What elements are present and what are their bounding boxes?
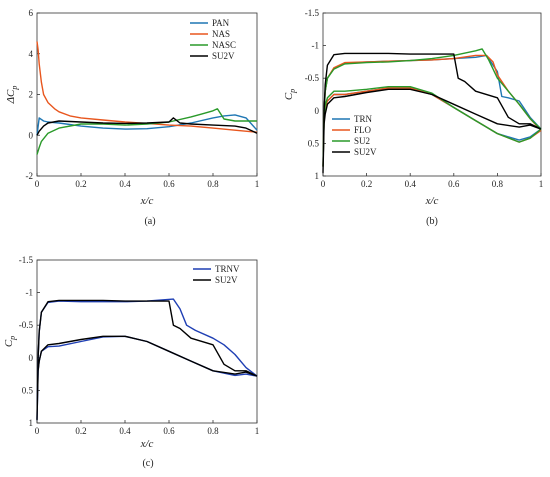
x-tick-label: 0.4 <box>119 426 131 436</box>
legend-label: SU2V <box>215 275 238 285</box>
x-tick-label: 0.4 <box>119 179 131 189</box>
x-tick-label: 0.2 <box>75 179 86 189</box>
series-line-su2v <box>36 117 258 136</box>
x-tick-label: 1 <box>539 179 544 189</box>
y-tick-label: -1 <box>312 41 320 51</box>
y-tick-label: 0 <box>29 353 34 363</box>
panel-caption: (c) <box>142 458 153 469</box>
x-tick-label: 0.6 <box>448 179 460 189</box>
y-axis-label: Cp <box>283 89 297 100</box>
y-tick-label: -1.5 <box>19 255 34 265</box>
x-axis-label: x/c <box>140 438 154 450</box>
series-line-nas <box>36 41 258 133</box>
legend-label: PAN <box>212 18 230 28</box>
x-tick-label: 0.8 <box>492 179 504 189</box>
x-tick-label: 0 <box>35 179 40 189</box>
x-tick-label: 0.2 <box>361 179 372 189</box>
legend-box <box>191 263 251 289</box>
x-tick-label: 1 <box>255 426 260 436</box>
series-line-trnv <box>36 298 258 421</box>
x-tick-label: 0.6 <box>163 426 175 436</box>
y-tick-label: 6 <box>29 8 34 18</box>
panel-caption: (b) <box>426 216 438 227</box>
y-tick-label: 0.5 <box>308 138 320 148</box>
x-tick-label: 0 <box>321 179 326 189</box>
x-axis-label: x/c <box>425 195 439 207</box>
x-tick-label: 0.6 <box>163 179 175 189</box>
series-line-su2v <box>322 52 542 174</box>
y-tick-label: 0.5 <box>22 385 34 395</box>
x-tick-label: 0.4 <box>405 179 417 189</box>
series-line-su2v <box>36 299 258 421</box>
y-axis-label: ΔCp <box>5 86 19 105</box>
y-tick-label: -0.5 <box>305 73 320 83</box>
panel-a: 0 0.2 0.4 0.6 0.8 1-20246x/cΔCpPANNASNASCSU2V… <box>5 8 259 227</box>
legend-label: TRNV <box>215 264 240 274</box>
y-tick-label: 1 <box>315 171 320 181</box>
x-tick-label: 0 <box>35 426 40 436</box>
y-tick-label: -2 <box>26 171 34 181</box>
legend-label: SU2V <box>212 51 235 61</box>
y-tick-label: 0 <box>315 106 320 116</box>
plot-frame <box>322 12 542 177</box>
y-tick-label: 0 <box>29 130 34 140</box>
panel-caption: (a) <box>144 216 155 227</box>
panel-c: 0 0.2 0.4 0.6 0.8 1 -1.5 -1 -0.5 0 0.5 1 x/c Cp TRNVSU… <box>3 255 259 469</box>
y-tick-label: -1.5 <box>305 8 320 18</box>
series-line-pan <box>36 114 258 136</box>
x-tick-label: 0.2 <box>75 426 86 436</box>
legend-label: NAS <box>212 29 230 39</box>
plot-frame <box>36 259 258 424</box>
y-tick-label: 4 <box>29 49 34 59</box>
legend-label: FLO <box>354 125 372 135</box>
y-tick-label: 1 <box>29 418 34 428</box>
y-tick-label: -0.5 <box>19 320 34 330</box>
y-axis-label: Cp <box>3 336 17 347</box>
legend-label: NASC <box>212 40 236 50</box>
legend-box <box>188 17 248 65</box>
y-tick-label: -1 <box>26 288 34 298</box>
x-tick-label: 0.8 <box>207 426 219 436</box>
x-axis-label: x/c <box>140 195 154 207</box>
x-tick-label: 0.8 <box>207 179 219 189</box>
panel-b: 0 0.2 0.4 0.6 0.8 1 -1.5 -1 -0.5 0 0.5 1 x/c Cp TRNFLO… <box>283 8 543 227</box>
legend-label: TRN <box>354 114 373 124</box>
x-tick-label: 1 <box>255 179 260 189</box>
legend-label: SU2 <box>354 136 370 146</box>
y-tick-label: 2 <box>29 90 34 100</box>
legend-box <box>330 113 390 161</box>
legend-label: SU2V <box>354 147 377 157</box>
